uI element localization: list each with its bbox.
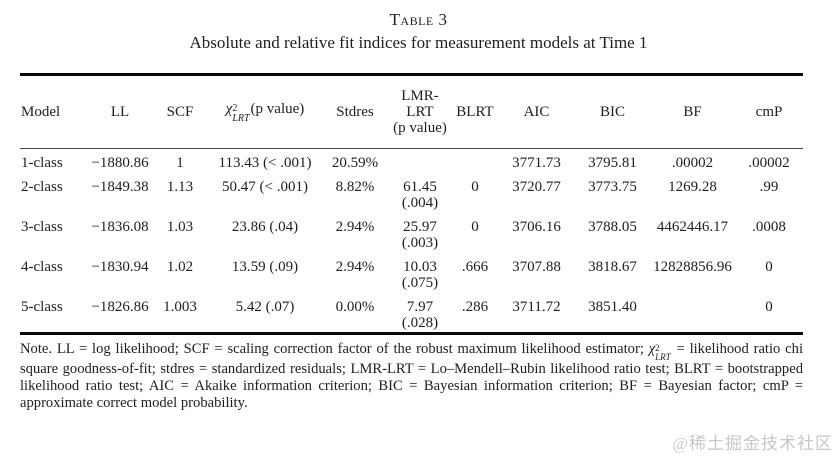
cell-scf: 1.13 [166,179,194,195]
cell-aic: 3711.72 [512,299,561,315]
cell-stdres: 2.94% [335,259,375,275]
cell-bf: 1269.28 [668,179,717,195]
cell-ll: −1836.08 [91,219,149,235]
cell-lmr-lrt: 25.97 (.003) [401,219,439,251]
cell-bf [650,292,735,334]
cell-bic: 3818.67 [588,259,637,275]
table-header-row: Model LL SCF χ 2 LRT (p value) Stdres LMR- … [20,74,803,149]
cell-aic: 3706.16 [512,219,561,235]
cell-cmp: 0 [765,299,773,315]
note-prefix: Note. LL = log likelihood; SCF = scaling… [20,341,649,357]
cell-cmp: .00002 [748,155,790,171]
cell-blrt [452,149,498,173]
table-row: 3-class −1836.08 1.03 23.86 (.04) 2.94% … [20,212,803,252]
cell-chi2: 5.42 (.07) [235,299,295,315]
col-header-bf: BF [650,74,735,149]
table-row: 2-class −1849.38 1.13 50.47 (< .001) 8.8… [20,172,803,212]
table-row: 1-class −1880.86 1 113.43 (< .001) 20.59… [20,149,803,173]
cell-scf: 1.003 [163,299,197,315]
col-header-model: Model [20,74,88,149]
cell-bic: 3773.75 [588,179,637,195]
col-header-lmr-lrt: LMR- LRT (p value) [388,74,452,149]
cell-cmp: .99 [759,179,779,195]
cell-ll: −1830.94 [91,259,149,275]
cell-scf: 1.02 [166,259,194,275]
cell-blrt: 0 [471,219,479,235]
cell-stdres: 8.82% [335,179,375,195]
col-header-chi2: χ 2 LRT (p value) [208,74,322,149]
col-header-scf: SCF [152,74,208,149]
cell-lmr-lrt: 7.97 (.028) [401,299,439,331]
cell-chi2: 113.43 (< .001) [218,155,312,171]
fit-indices-table: Model LL SCF χ 2 LRT (p value) Stdres LMR- … [20,73,803,335]
cell-bf: 4462446.17 [656,219,729,235]
cell-chi2: 23.86 (.04) [231,219,299,235]
chi-supsub: 2 LRT [232,103,250,124]
col-header-cmp: cmP [735,74,803,149]
cell-chi2: 50.47 (< .001) [222,179,308,195]
cell-ll: −1826.86 [91,299,149,315]
cell-bic: 3851.40 [588,299,637,315]
cell-scf: 1.03 [166,219,194,235]
col-header-blrt: BLRT [452,74,498,149]
chi-suffix: (p value) [250,101,305,117]
col-header-ll: LL [88,74,152,149]
cell-cmp: .0008 [752,219,786,235]
col-header-aic: AIC [498,74,575,149]
cell-bic: 3795.81 [588,155,637,171]
chi-symbol: χ [648,341,656,357]
watermark: @稀土掘金技术社区 [672,434,833,453]
table-subtitle: Absolute and relative fit indices for me… [189,33,648,52]
cell-bic: 3788.05 [588,219,637,235]
col-header-stdres: Stdres [322,74,388,149]
cell-ll: −1849.38 [91,179,149,195]
cell-lmr-lrt: 61.45 (.004) [401,179,439,211]
cell-aic: 3707.88 [512,259,561,275]
cell-lmr-lrt: 10.03 (.075) [401,259,439,291]
cell-lmr-lrt [388,149,452,173]
table-row: 4-class −1830.94 1.02 13.59 (.09) 2.94% … [20,252,803,292]
cell-model: 4-class [21,259,63,275]
cell-stdres: 0.00% [335,299,375,315]
cell-model: 5-class [21,299,63,315]
cell-model: 3-class [21,219,63,235]
chi-symbol: χ [225,101,233,117]
cell-cmp: 0 [765,259,773,275]
cell-aic: 3771.73 [512,155,561,171]
cell-stdres: 20.59% [331,155,379,171]
cell-model: 1-class [21,155,63,171]
cell-bf: 12828856.96 [653,259,732,275]
table-caption: Table 3 [389,10,448,29]
col-header-bic: BIC [575,74,650,149]
cell-blrt: 0 [471,179,479,195]
cell-model: 2-class [21,179,63,195]
cell-aic: 3720.77 [512,179,561,195]
table-row: 5-class −1826.86 1.003 5.42 (.07) 0.00% … [20,292,803,334]
cell-scf: 1 [176,155,184,171]
cell-bf: .00002 [671,155,714,171]
note-suffix: = likelihood ratio chi square goodness-o… [20,341,804,411]
cell-ll: −1880.86 [91,155,149,171]
cell-blrt: .666 [461,259,489,275]
cell-stdres: 2.94% [335,219,375,235]
chi-supsub: 2 LRT [655,343,671,362]
cell-chi2: 13.59 (.09) [231,259,299,275]
table-note: Note. LL = log likelihood; SCF = scaling… [20,341,803,412]
cell-blrt: .286 [461,299,489,315]
